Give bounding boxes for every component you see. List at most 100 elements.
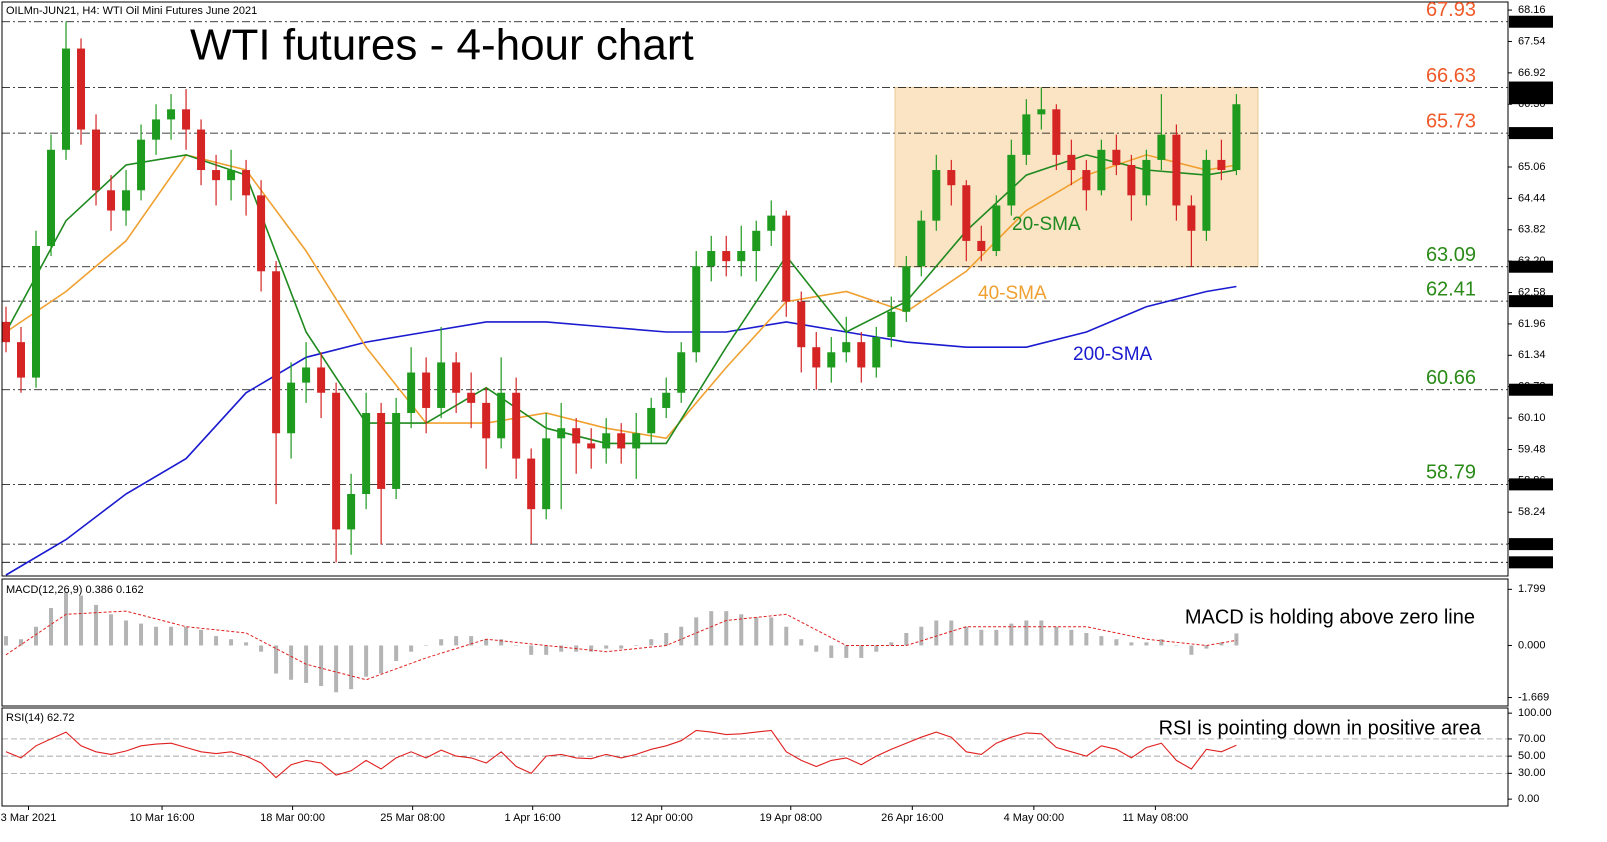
macd-bar: [4, 636, 9, 646]
macd-bar: [724, 611, 729, 646]
macd-bar: [1099, 636, 1104, 646]
candle-body: [647, 407, 656, 434]
candle-body: [47, 149, 56, 246]
candle-body: [932, 170, 941, 221]
candle-body: [242, 170, 251, 196]
candle-body: [392, 413, 401, 489]
y-tick-label: 50.00: [1518, 750, 1546, 762]
price-header: OILMn-JUN21, H4: WTI Oil Mini Futures Ju…: [6, 5, 257, 17]
candle-body: [137, 139, 146, 191]
macd-bar: [994, 629, 999, 646]
macd-bar: [904, 632, 909, 646]
y-tick-label: 1.799: [1518, 583, 1546, 595]
candle-body: [482, 402, 491, 439]
candle-body: [2, 321, 11, 343]
macd-bar: [799, 639, 804, 646]
macd-bar: [1084, 632, 1089, 646]
sma-label: 40-SMA: [978, 283, 1047, 304]
macd-bar: [829, 645, 834, 658]
level-axis-label: 66.63: [1518, 81, 1546, 93]
x-tick-label: 18 Mar 00:00: [260, 812, 325, 824]
macd-bar: [34, 626, 39, 646]
sma-label: 200-SMA: [1073, 344, 1153, 365]
candle-body: [122, 190, 131, 211]
macd-bar: [409, 645, 414, 652]
candle-body: [227, 170, 236, 181]
candle-body: [992, 205, 1001, 252]
candle-body: [362, 413, 371, 494]
macd-bar: [709, 611, 714, 646]
macd-bar: [1219, 642, 1224, 646]
y-tick-label: 68.16: [1518, 4, 1546, 16]
candle-body: [572, 428, 581, 444]
candle-body: [1172, 134, 1181, 206]
macd-bar: [1144, 642, 1149, 646]
candle-body: [842, 342, 851, 353]
macd-bar: [604, 645, 609, 649]
macd-bar: [499, 639, 504, 646]
candle-body: [332, 392, 341, 530]
candle-body: [827, 352, 836, 368]
candle-body: [632, 433, 641, 449]
macd-bar: [859, 645, 864, 658]
rsi-annotation: RSI is pointing down in positive area: [1159, 717, 1482, 739]
macd-header: MACD(12,26,9) 0.386 0.162: [6, 584, 144, 596]
candle-body: [617, 433, 626, 449]
macd-bar: [139, 623, 144, 646]
level-label: 60.66: [1426, 367, 1476, 389]
macd-annotation: MACD is holding above zero line: [1185, 606, 1475, 628]
candle-body: [32, 245, 41, 378]
candle-body: [1157, 134, 1166, 160]
y-tick-label: 67.54: [1518, 35, 1546, 47]
candle-body: [302, 367, 311, 383]
y-tick-label: 61.34: [1518, 349, 1546, 361]
plot-layer: [2, 21, 1241, 779]
candle-body: [437, 362, 446, 408]
level-axis-box: [1509, 295, 1553, 308]
candle-body: [1037, 109, 1046, 115]
x-tick-label: 25 Mar 08:00: [380, 812, 445, 824]
macd-bar: [49, 608, 54, 646]
x-tick-label: 26 Apr 16:00: [881, 812, 943, 824]
macd-bar: [544, 645, 549, 655]
macd-bar: [349, 645, 354, 690]
level-axis-box: [1509, 15, 1553, 28]
macd-bar: [619, 645, 624, 649]
level-label: 66.63: [1426, 65, 1476, 87]
y-tick-label: 0.000: [1518, 639, 1546, 651]
macd-bar: [949, 620, 954, 646]
candle-body: [752, 230, 761, 252]
macd-bar: [184, 626, 189, 646]
y-tick-label: 64.44: [1518, 192, 1546, 204]
candle-body: [812, 347, 821, 368]
y-tick-label: 59.48: [1518, 443, 1546, 455]
macd-bar: [694, 617, 699, 646]
level-axis-box: [1509, 478, 1553, 491]
y-tick-label: 30.00: [1518, 767, 1546, 779]
rsi-panel-frame: [1, 707, 1509, 807]
candle-body: [1217, 159, 1226, 171]
macd-bar: [1234, 633, 1239, 646]
candle-body: [152, 119, 161, 140]
macd-bar: [229, 639, 234, 646]
macd-bar: [919, 626, 924, 646]
macd-bar: [1204, 645, 1209, 649]
candle-body: [692, 266, 701, 353]
sma-label: 20-SMA: [1012, 214, 1081, 235]
macd-bar: [19, 639, 24, 646]
candle-body: [272, 271, 281, 434]
level-axis-label: 67.93: [1518, 16, 1546, 28]
level-axis-box: [1509, 81, 1553, 94]
candle-body: [62, 48, 71, 150]
candle-body: [1202, 159, 1211, 231]
level-label: 67.93: [1426, 0, 1476, 21]
rsi-line: [5, 729, 1237, 779]
macd-bar: [79, 595, 84, 646]
price-axis-box: [1509, 92, 1553, 105]
macd-bar: [889, 642, 894, 646]
macd-bar: [649, 639, 654, 646]
macd-bar: [529, 645, 534, 655]
sma-line: [5, 285, 1237, 576]
level-axis-label: 57.25: [1518, 556, 1546, 568]
candle-body: [917, 220, 926, 267]
